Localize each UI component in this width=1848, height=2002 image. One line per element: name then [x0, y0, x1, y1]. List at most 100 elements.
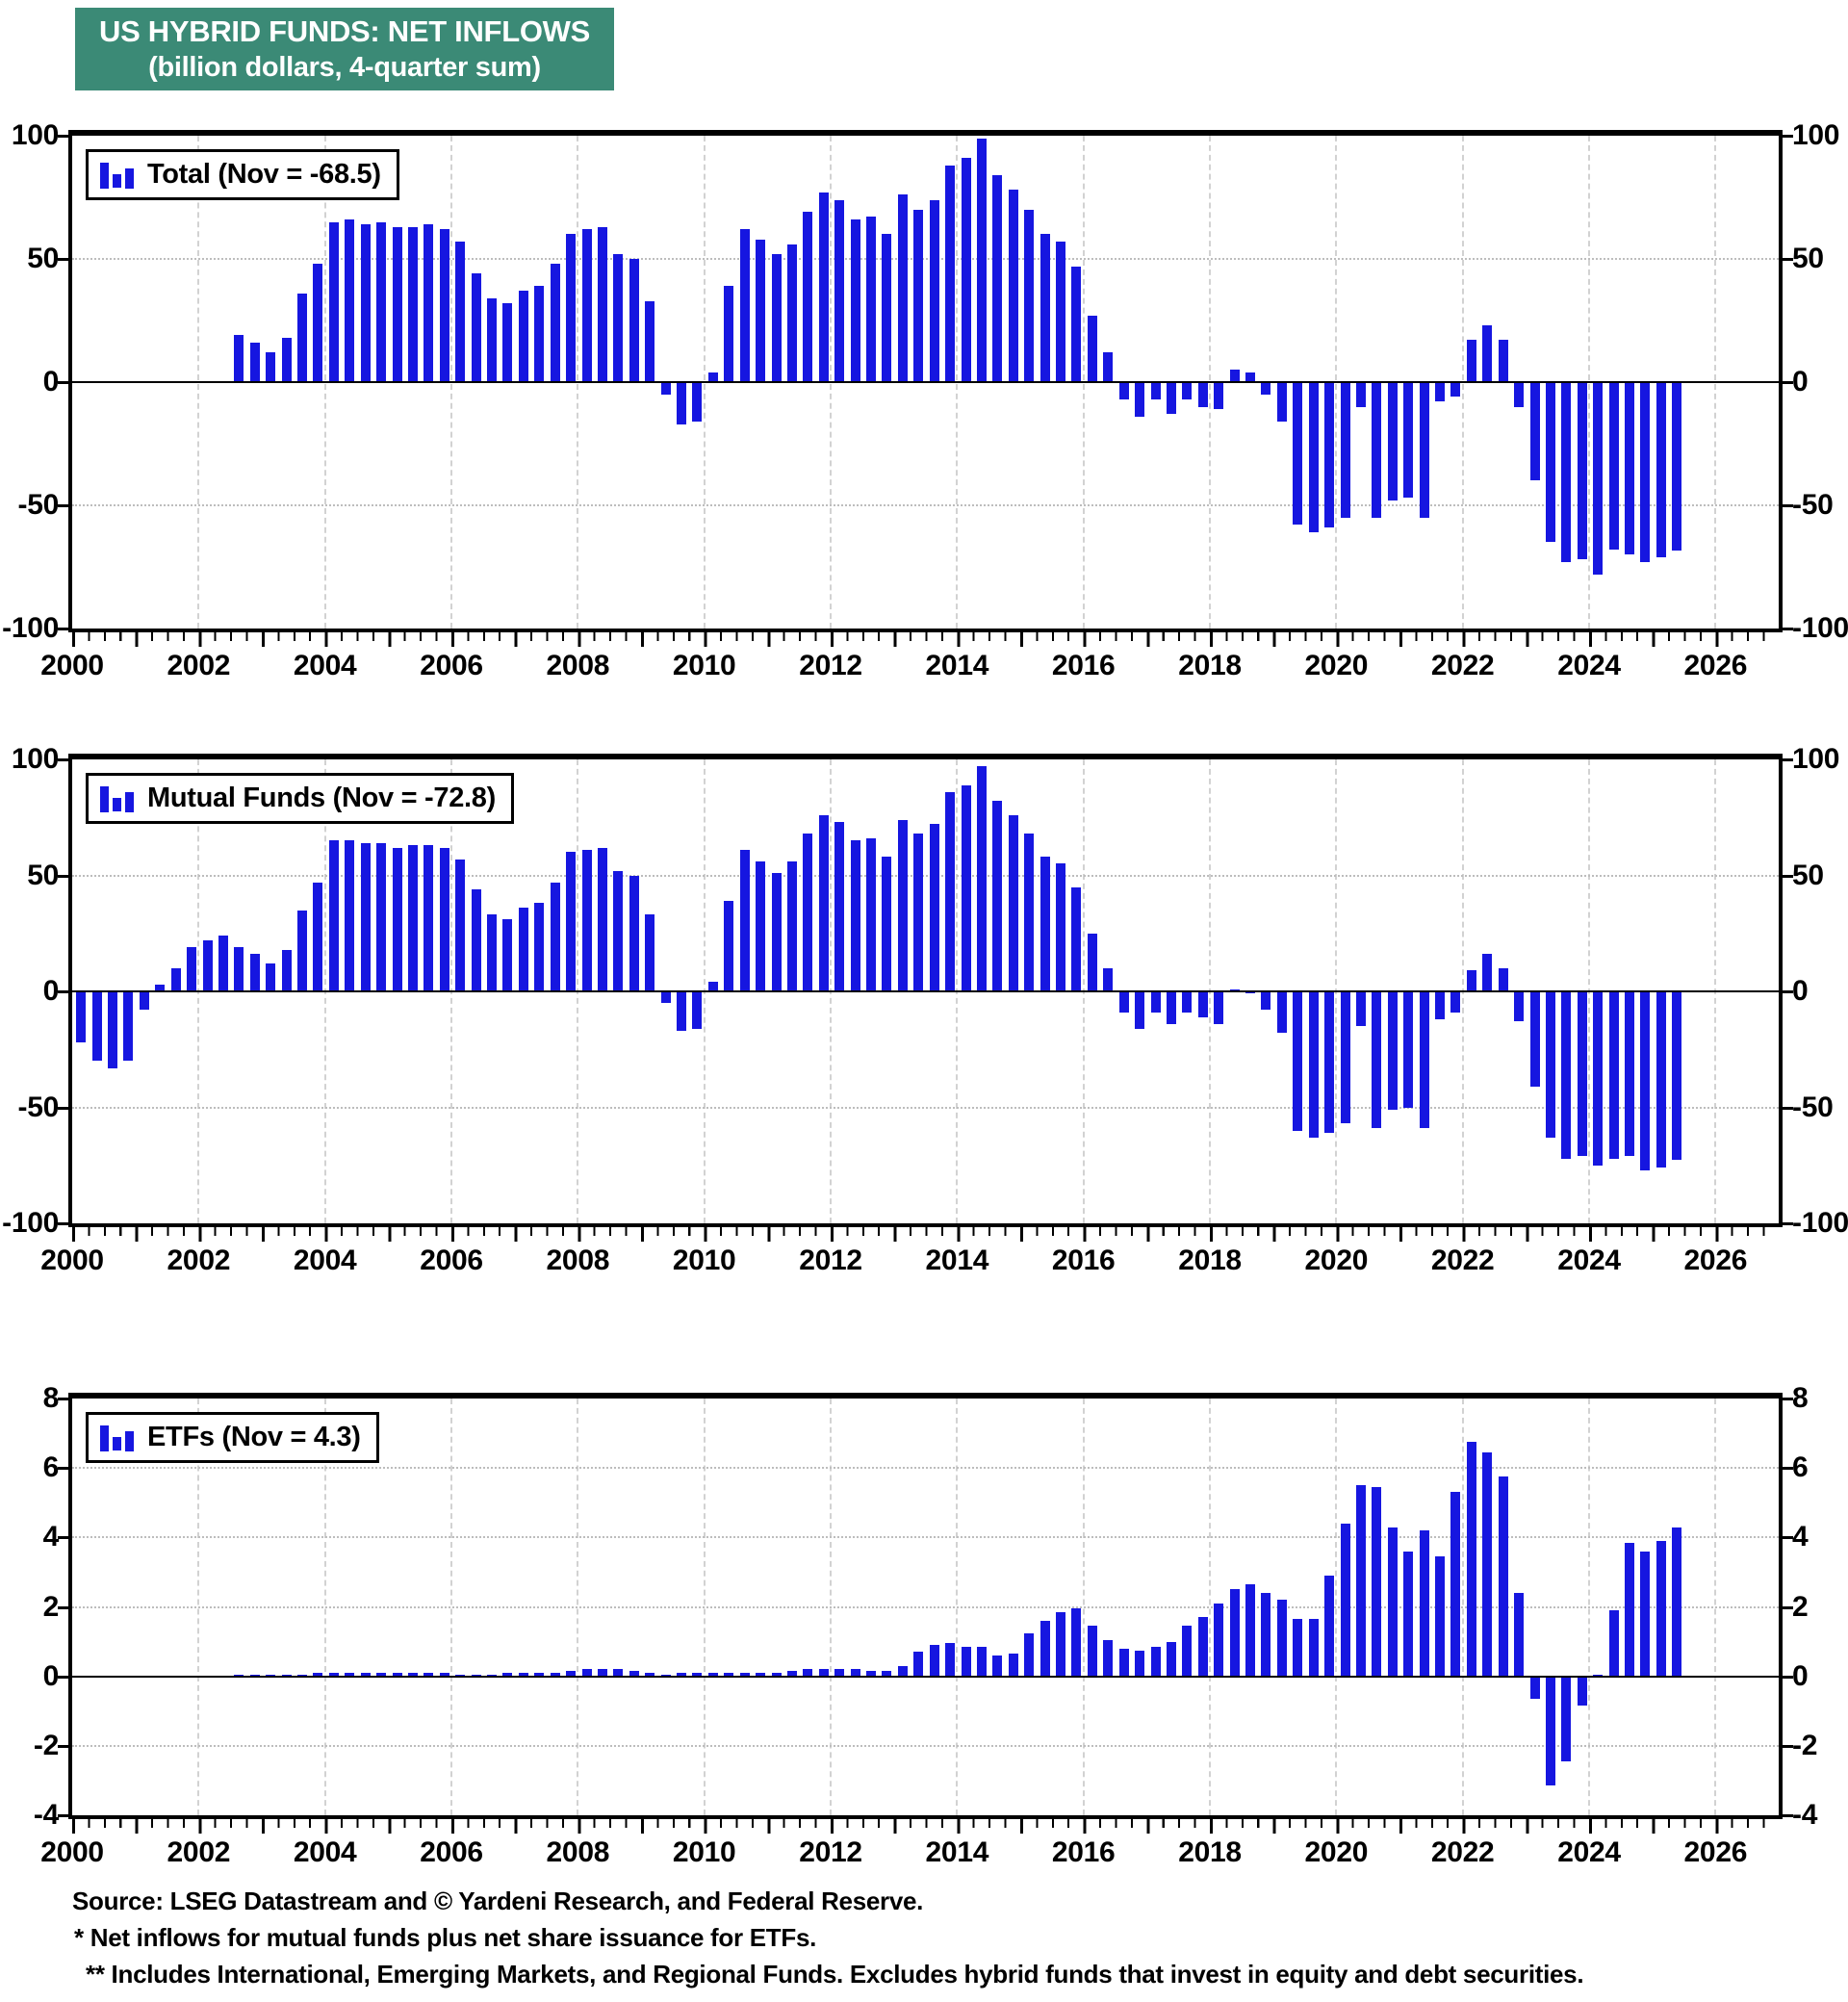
y-axis-tick: [58, 1675, 68, 1679]
x-tick-label: 2024: [1557, 1245, 1621, 1276]
bar: [487, 914, 498, 991]
bar: [281, 337, 292, 382]
bar: [502, 919, 513, 991]
mutual-funds-legend: Mutual Funds (Nov = -72.8): [86, 773, 514, 824]
bar: [407, 845, 418, 991]
bar: [1245, 372, 1256, 382]
bar: [108, 991, 118, 1068]
y-axis-tick: [58, 1605, 68, 1609]
y-axis-tick: [58, 1106, 68, 1110]
grid-line-horizontal: [72, 1106, 1779, 1109]
bar: [1482, 325, 1493, 382]
x-tick-label: 2020: [1304, 1245, 1369, 1276]
bar: [1071, 266, 1082, 382]
bar: [139, 991, 149, 1011]
bar: [1040, 234, 1050, 382]
bar: [976, 138, 987, 382]
grid-line-vertical: [323, 136, 326, 629]
bar: [455, 859, 466, 991]
bar: [645, 914, 655, 991]
bar: [1166, 382, 1176, 415]
title-box: US HYBRID FUNDS: NET INFLOWS (billion do…: [75, 8, 614, 90]
grid-line-vertical: [956, 1399, 959, 1815]
total-legend-label: Total (Nov = -68.5): [147, 159, 381, 190]
bar: [961, 1646, 971, 1677]
bar: [660, 382, 671, 395]
y-axis-tick: [1783, 1536, 1793, 1540]
x-axis-minor-ticks: [72, 1819, 1779, 1828]
x-tick-label: 2014: [925, 1836, 989, 1868]
grid-line-vertical: [830, 1399, 832, 1815]
y-axis-tick: [1783, 504, 1793, 507]
y-axis-tick: [58, 381, 68, 384]
bar: [249, 343, 260, 382]
bar: [1577, 991, 1587, 1157]
bar: [866, 837, 877, 991]
bar: [455, 242, 466, 382]
bar: [1087, 315, 1097, 382]
bar: [1466, 1442, 1476, 1677]
bar: [1024, 209, 1035, 382]
x-axis-minor-ticks: [72, 632, 1779, 641]
y-axis-tick: [58, 758, 68, 761]
bar: [834, 822, 845, 991]
bar: [424, 1673, 434, 1677]
bar: [945, 791, 956, 991]
bar: [1324, 991, 1335, 1133]
y-tick-label: 50: [27, 859, 59, 891]
mutual-funds-bars-layer: [72, 759, 1779, 1223]
bar: [1056, 863, 1066, 991]
grid-line-vertical: [577, 136, 579, 629]
y-tick-label: -4: [1792, 1799, 1818, 1831]
bar: [1656, 1540, 1666, 1677]
y-tick-label: 100: [1792, 119, 1840, 151]
bar: [1340, 991, 1350, 1124]
grid-line-vertical: [1335, 1399, 1338, 1815]
y-tick-label: 50: [1792, 243, 1824, 274]
bar: [1245, 991, 1256, 993]
bar: [677, 382, 687, 424]
x-tick-label: 2002: [167, 1836, 231, 1868]
x-tick-label: 2006: [420, 650, 483, 681]
mutual-funds-plot-area: Mutual Funds (Nov = -72.8): [68, 754, 1783, 1227]
y-tick-label: 50: [1792, 859, 1824, 891]
bar: [645, 1673, 655, 1677]
bar: [1387, 1527, 1398, 1677]
bar: [677, 991, 687, 1031]
bar: [1261, 1593, 1271, 1677]
grid-line-vertical: [1714, 136, 1717, 629]
bar: [1514, 1593, 1525, 1677]
y-tick-label: -100: [1792, 1207, 1848, 1239]
x-tick-label: 2020: [1304, 1836, 1369, 1868]
bar: [1103, 967, 1114, 991]
bar: [1087, 933, 1097, 991]
bar: [724, 1673, 734, 1677]
y-tick-label: -50: [17, 489, 60, 521]
y-axis-tick: [58, 990, 68, 993]
y-tick-label: -2: [33, 1729, 59, 1761]
bar: [660, 1674, 671, 1677]
y-axis-tick: [1783, 381, 1793, 384]
grid-line-vertical: [1588, 1399, 1590, 1815]
x-tick-label: 2000: [40, 1245, 104, 1276]
bar: [945, 1643, 956, 1677]
y-axis-tick: [1783, 1814, 1793, 1817]
bar: [1150, 991, 1161, 1013]
bar: [249, 954, 260, 991]
bar: [1135, 1650, 1145, 1677]
bar: [629, 1671, 639, 1677]
bar: [266, 1674, 276, 1677]
bar: [613, 870, 624, 991]
bar: [1561, 382, 1572, 562]
etfs-plot-area: ETFs (Nov = 4.3): [68, 1393, 1783, 1819]
bar: [1008, 1654, 1018, 1677]
grid-line-vertical: [956, 759, 959, 1223]
x-tick-label: 2014: [925, 1245, 989, 1276]
x-tick-label: 2006: [420, 1836, 483, 1868]
bar: [297, 293, 308, 382]
bar: [345, 1673, 355, 1677]
y-axis-tick: [58, 1536, 68, 1540]
bar: [392, 1673, 402, 1677]
bar: [1608, 991, 1619, 1159]
bar: [487, 1674, 498, 1677]
